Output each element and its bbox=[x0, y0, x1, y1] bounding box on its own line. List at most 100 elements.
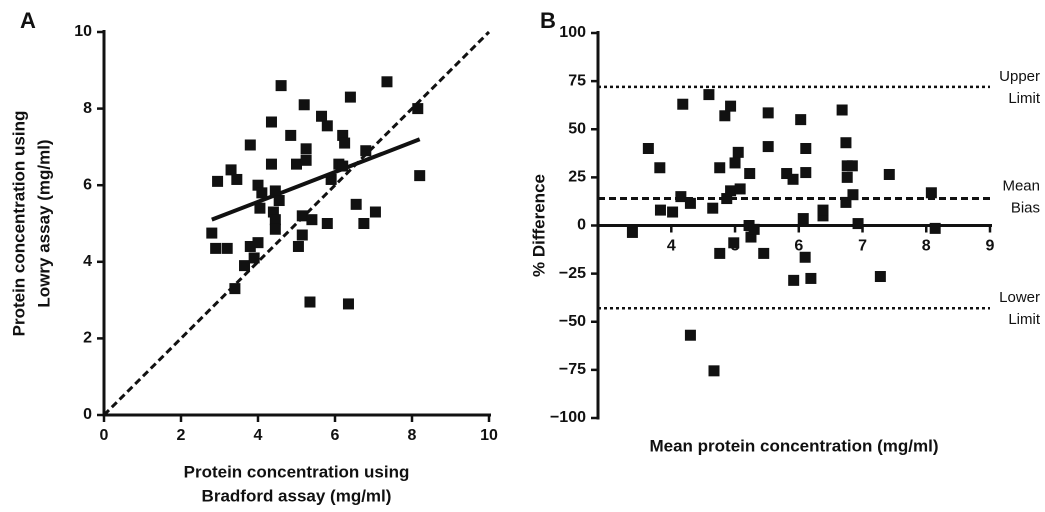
y-tick-label: −100 bbox=[550, 409, 586, 426]
point bbox=[721, 193, 733, 205]
point bbox=[269, 223, 281, 235]
y-tick-label: 4 bbox=[83, 253, 92, 270]
y-tick-label: 100 bbox=[559, 24, 586, 41]
point bbox=[817, 210, 829, 222]
point bbox=[231, 173, 243, 185]
y-tick-label: 10 bbox=[74, 23, 92, 40]
reference-label: Lower bbox=[999, 289, 1040, 306]
point bbox=[684, 197, 696, 209]
point bbox=[797, 213, 809, 225]
point bbox=[210, 242, 222, 254]
point bbox=[339, 137, 351, 149]
y-tick-label: −25 bbox=[559, 265, 586, 282]
point bbox=[265, 158, 277, 170]
point bbox=[883, 168, 895, 180]
x-tick-label: 7 bbox=[858, 238, 867, 255]
point bbox=[745, 231, 757, 243]
point bbox=[306, 214, 318, 226]
point bbox=[212, 175, 224, 187]
point bbox=[244, 139, 256, 151]
point bbox=[275, 80, 287, 92]
y-tick-label: 6 bbox=[83, 176, 92, 193]
x-tick-label: 6 bbox=[331, 427, 340, 444]
point bbox=[304, 296, 316, 308]
point bbox=[817, 204, 829, 216]
y-tick-label: 25 bbox=[568, 169, 586, 186]
x-tick-label: 4 bbox=[254, 427, 263, 444]
y-tick-label: 75 bbox=[568, 72, 586, 89]
point bbox=[874, 271, 886, 283]
x-tick-label: 2 bbox=[177, 427, 186, 444]
point bbox=[298, 99, 310, 111]
point bbox=[725, 185, 737, 197]
x-tick-label: 8 bbox=[922, 238, 931, 255]
point bbox=[267, 206, 279, 218]
point bbox=[708, 365, 720, 377]
point bbox=[273, 195, 285, 207]
point bbox=[805, 272, 817, 284]
point bbox=[321, 120, 333, 132]
point bbox=[734, 183, 746, 195]
point bbox=[799, 251, 811, 263]
reference-label: Mean bbox=[1002, 178, 1040, 195]
point bbox=[795, 114, 807, 126]
reference-label: Limit bbox=[1008, 90, 1041, 107]
point bbox=[781, 168, 793, 180]
point bbox=[836, 104, 848, 116]
x-tick-label: 9 bbox=[986, 238, 995, 255]
point bbox=[254, 202, 266, 214]
point bbox=[762, 107, 774, 119]
point bbox=[256, 187, 268, 199]
point bbox=[725, 100, 737, 112]
point bbox=[626, 226, 638, 238]
point bbox=[840, 196, 852, 208]
y-tick-label: −50 bbox=[559, 313, 586, 330]
x-axis-title: Protein concentration using bbox=[184, 462, 410, 481]
point bbox=[412, 103, 424, 115]
y-axis-title: Protein concentration using bbox=[9, 111, 28, 337]
point bbox=[300, 154, 312, 166]
point bbox=[291, 158, 302, 170]
x-tick-label: 6 bbox=[794, 238, 803, 255]
x-tick-label: 10 bbox=[480, 427, 498, 444]
line bbox=[102, 30, 491, 417]
point bbox=[325, 173, 337, 185]
point bbox=[292, 240, 304, 252]
point bbox=[381, 76, 393, 88]
line bbox=[211, 137, 421, 222]
panel-label: B bbox=[540, 8, 556, 33]
point bbox=[840, 137, 852, 149]
point bbox=[800, 167, 812, 179]
point bbox=[748, 223, 760, 235]
point bbox=[728, 237, 740, 249]
point bbox=[929, 222, 941, 234]
point bbox=[846, 160, 858, 172]
point bbox=[654, 204, 666, 216]
y-tick-label: 0 bbox=[83, 406, 92, 423]
point bbox=[360, 145, 372, 157]
point bbox=[667, 206, 679, 218]
point bbox=[337, 129, 349, 141]
point bbox=[296, 229, 308, 241]
y-tick-label: 2 bbox=[83, 330, 92, 347]
y-tick-label: 0 bbox=[577, 217, 586, 234]
point bbox=[252, 237, 264, 249]
y-tick-label: 50 bbox=[568, 120, 586, 137]
point bbox=[269, 214, 281, 226]
reference-label: Bias bbox=[1011, 200, 1040, 217]
point bbox=[788, 274, 800, 286]
point bbox=[265, 116, 277, 128]
point bbox=[300, 143, 312, 155]
point bbox=[925, 187, 937, 199]
point bbox=[758, 247, 770, 259]
point bbox=[654, 162, 666, 174]
point bbox=[244, 240, 256, 252]
point bbox=[344, 91, 356, 103]
point bbox=[729, 157, 741, 169]
point bbox=[239, 260, 251, 272]
point bbox=[841, 171, 853, 183]
point bbox=[221, 242, 233, 254]
point bbox=[714, 247, 726, 259]
reference-label: Limit bbox=[1008, 311, 1041, 328]
